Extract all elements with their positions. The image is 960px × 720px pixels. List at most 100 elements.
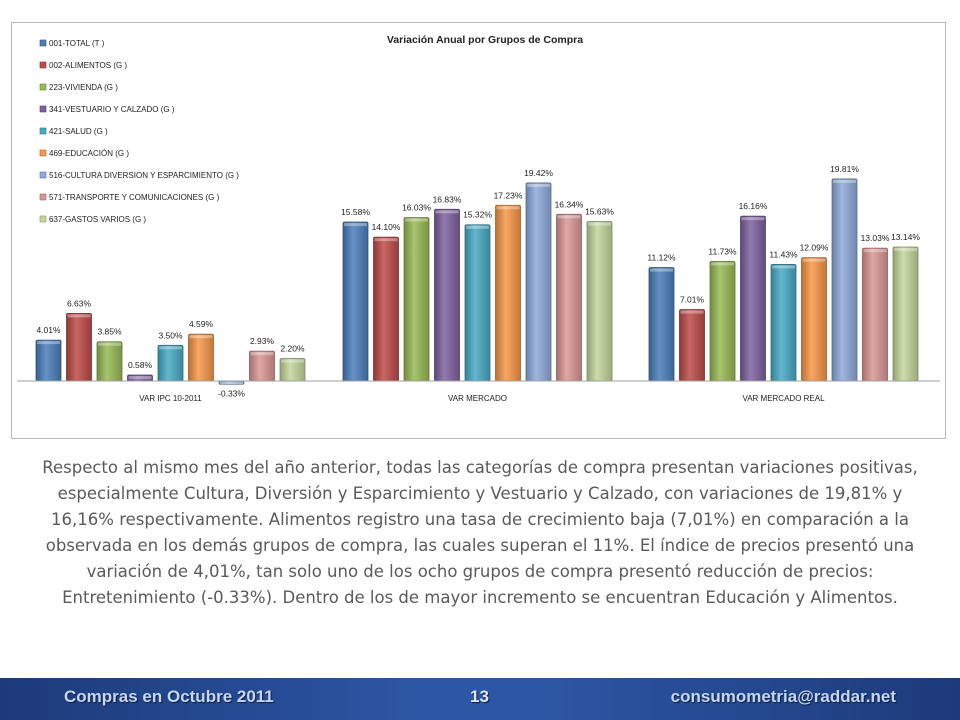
legend-label: 516-CULTURA DIVERSION Y ESPARCIMIENTO (G…	[49, 171, 239, 180]
chart-legend: 001-TOTAL (T ) 002-ALIMENTOS (G ) 223-VIVI…	[39, 39, 239, 224]
bar-highlight	[159, 346, 182, 350]
bar-highlight	[496, 206, 520, 210]
bar-highlight	[67, 314, 91, 318]
bar-highlight	[281, 359, 304, 363]
footer-title: Compras en Octubre 2011	[64, 687, 274, 706]
data-label: 17.23%	[494, 190, 523, 200]
bar	[679, 309, 705, 382]
bar-chart: Variación Anual por Grupos de Compra 001…	[17, 34, 940, 403]
bar	[434, 208, 460, 382]
chart-bars: 4.01% 6.63% 3.85% 0.58% 3.50% 4.59% -0.33% 2.93…	[35, 164, 920, 398]
bar	[586, 221, 613, 382]
bar-highlight	[189, 335, 213, 339]
data-label: 19.81%	[830, 164, 859, 174]
legend-label: 001-TOTAL (T )	[49, 39, 105, 48]
footer-email: consumometria@raddar.net	[670, 687, 896, 706]
bar-highlight	[863, 249, 887, 253]
data-label: 4.59%	[189, 319, 214, 329]
bar	[770, 264, 797, 382]
bar-highlight	[435, 210, 459, 214]
bar	[892, 246, 919, 382]
data-label: 3.85%	[97, 327, 122, 337]
data-label: 15.63%	[585, 207, 614, 217]
data-label: 14.10%	[372, 222, 401, 232]
data-label: 0.58%	[128, 360, 153, 370]
bar	[495, 204, 521, 382]
bar-highlight	[772, 265, 795, 269]
data-label: 16.34%	[555, 199, 584, 209]
data-label: 7.01%	[680, 294, 705, 304]
legend-label: 571-TRANSPORTE Y COMUNICACIONES (G )	[49, 193, 220, 202]
bar	[464, 224, 491, 382]
legend-swatch	[39, 83, 47, 91]
page-number: 13	[470, 687, 489, 706]
description-paragraph: Respecto al mismo mes del año anterior, …	[42, 458, 918, 607]
data-label: 2.93%	[250, 336, 275, 346]
bar-highlight	[741, 217, 765, 221]
bar	[862, 247, 888, 382]
legend-label: 002-ALIMENTOS (G )	[49, 61, 127, 70]
bar-highlight	[527, 183, 550, 187]
bar-highlight	[98, 342, 121, 346]
bar-highlight	[557, 215, 581, 219]
legend-swatch	[39, 105, 47, 113]
legend-swatch	[39, 39, 47, 47]
bar-highlight	[374, 238, 398, 242]
bar-highlight	[128, 376, 152, 380]
bar	[342, 221, 369, 382]
data-label: 16.03%	[402, 202, 431, 212]
bar	[35, 339, 62, 382]
bar	[525, 182, 552, 382]
data-label: 4.01%	[36, 325, 61, 335]
legend-swatch	[39, 193, 47, 201]
bar	[556, 213, 582, 382]
data-label: 13.03%	[861, 233, 890, 243]
data-label: 15.32%	[463, 210, 492, 220]
chart-frame: Variación Anual por Grupos de Compra 001…	[11, 22, 946, 439]
x-tick-label: VAR IPC 10-2011	[139, 394, 202, 403]
legend-label: 341-VESTUARIO Y CALZADO (G )	[49, 105, 175, 114]
data-label: -0.33%	[218, 388, 245, 398]
x-tick-label: VAR MERCADO REAL	[742, 394, 825, 403]
legend-label: 637-GASTOS VARIOS (G )	[49, 215, 146, 224]
bar	[740, 215, 766, 382]
data-label: 11.12%	[647, 253, 676, 263]
data-label: 11.43%	[769, 249, 798, 259]
bar-highlight	[680, 310, 704, 314]
bar-highlight	[37, 341, 60, 345]
bar	[801, 257, 827, 382]
bar-highlight	[405, 218, 428, 222]
bar-highlight	[344, 223, 367, 227]
bar-highlight	[833, 179, 856, 183]
x-tick-label: VAR MERCADO	[448, 394, 507, 403]
data-label: 12.09%	[800, 243, 829, 253]
data-label: 11.73%	[708, 246, 737, 256]
bar-highlight	[802, 258, 826, 262]
bar	[157, 344, 184, 382]
legend-label: 223-VIVIENDA (G )	[49, 83, 118, 92]
legend-swatch	[39, 127, 47, 135]
data-label: 15.58%	[341, 207, 370, 217]
x-axis-ticks: VAR IPC 10-2011 VAR MERCADO VAR MERCADO RE…	[139, 394, 825, 403]
bar	[709, 260, 736, 382]
bar-highlight	[220, 382, 243, 385]
bar-highlight	[894, 247, 917, 251]
bar	[648, 267, 675, 382]
data-label: 13.14%	[891, 232, 920, 242]
legend-swatch	[39, 215, 47, 223]
data-label: 16.16%	[739, 201, 768, 211]
data-label: 16.83%	[433, 194, 462, 204]
bar-highlight	[650, 268, 673, 272]
footer-bar: Compras en Octubre 2011 13 consumometria…	[0, 678, 960, 720]
bar	[403, 217, 430, 382]
legend-label: 421-SALUD (G )	[49, 127, 108, 136]
legend-swatch	[39, 149, 47, 157]
bar	[66, 312, 92, 382]
bar	[188, 333, 214, 382]
legend-swatch	[39, 61, 47, 69]
bar	[373, 236, 399, 382]
chart-title: Variación Anual por Grupos de Compra	[387, 34, 583, 46]
legend-swatch	[39, 171, 47, 179]
bar-highlight	[588, 222, 611, 226]
data-label: 19.42%	[524, 168, 553, 178]
